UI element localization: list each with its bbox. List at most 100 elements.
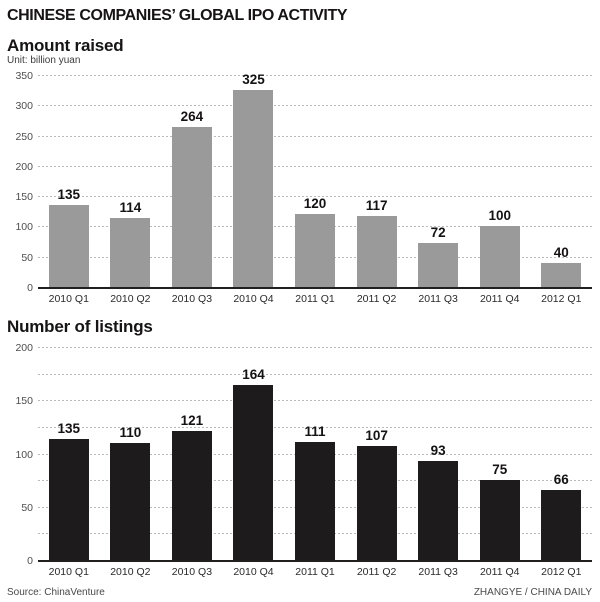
bar-value-label: 121	[180, 413, 204, 429]
y-tick-label: 350	[15, 70, 33, 82]
bar-value-label: 135	[57, 420, 81, 436]
bar-value-label: 110	[119, 424, 142, 440]
x-tick-label: 2010 Q3	[171, 566, 213, 578]
gridline	[38, 373, 592, 375]
x-tick-label: 2012 Q1	[541, 566, 582, 578]
bar-value-label: 72	[430, 225, 446, 241]
x-tick-label: 2011 Q2	[356, 566, 397, 578]
bar-2010-q4	[233, 385, 274, 560]
bar-slot: 114	[100, 75, 162, 287]
x-tick-label: 2010 Q3	[171, 293, 213, 305]
y-tick-label: 50	[21, 251, 33, 264]
x-axis-labels: 2010 Q1 2010 Q2 2010 Q3 2010 Q4 2011 Q1 2011 …	[38, 566, 592, 579]
bar-2011-q2	[356, 216, 397, 287]
bar-slot: 325	[223, 72, 285, 287]
y-tick-label: 0	[27, 555, 33, 567]
page-title: CHINESE COMPANIES’ GLOBAL IPO ACTIVITY	[7, 7, 348, 24]
bar-2011-q4	[479, 226, 520, 287]
plot-area: 135 114 264 325 120 117 72 100 40	[38, 72, 593, 289]
gridline	[38, 165, 592, 167]
x-tick-label: 2011 Q1	[295, 566, 335, 578]
bar-value-label: 40	[553, 244, 569, 260]
bar-slot: 120	[284, 75, 346, 287]
x-tick-label: 2010 Q1	[48, 293, 89, 305]
bar-value-label: 117	[365, 198, 388, 214]
bar-2012-q1	[541, 262, 582, 287]
bar-slot: 107	[346, 347, 408, 560]
bar-2011-q3	[418, 460, 459, 560]
bar-2011-q2	[356, 446, 397, 560]
y-tick-label: 150	[15, 395, 33, 408]
x-tick-label: 2010 Q4	[233, 566, 274, 578]
y-tick-label: 100	[15, 448, 33, 461]
bar-2010-q1	[48, 205, 89, 287]
gridline	[38, 196, 592, 198]
chart-title-number-of-listings: Number of listings	[7, 317, 153, 336]
bar-slot: 135	[38, 75, 100, 287]
bar-value-label: 120	[303, 196, 327, 212]
bar-value-label: 107	[365, 428, 388, 444]
bar-value-label: 111	[304, 423, 326, 439]
bar-2010-q2	[110, 217, 151, 287]
y-tick-label: 250	[15, 130, 33, 143]
bar-slot: 135	[38, 347, 100, 560]
bar-value-label: 135	[57, 187, 81, 203]
bar-2011-q1	[295, 214, 336, 287]
gridline	[38, 400, 592, 402]
x-tick-label: 2011 Q2	[356, 293, 397, 305]
bar-value-label: 325	[242, 72, 265, 88]
y-tick-label: 100	[15, 221, 33, 234]
y-tick-label: 200	[15, 342, 33, 354]
bar-value-label: 164	[242, 367, 265, 383]
bar-2011-q3	[418, 243, 459, 287]
x-tick-label: 2010 Q1	[48, 566, 89, 578]
unit-note: Unit: billion yuan	[7, 55, 81, 66]
gridline	[38, 347, 592, 348]
bar-slot: 111	[284, 347, 346, 560]
bar-slot: 117	[346, 75, 408, 287]
x-tick-label: 2011 Q1	[295, 293, 335, 305]
x-tick-label: 2010 Q2	[110, 293, 151, 305]
bar-slot: 40	[531, 75, 593, 287]
y-tick-label: 200	[15, 160, 33, 173]
bar-value-label: 100	[488, 208, 511, 224]
bar-slot: 164	[223, 347, 285, 560]
bar-slot: 75	[469, 347, 531, 560]
bar-2010-q2	[110, 442, 151, 560]
source-note: Source: ChinaVenture	[7, 587, 105, 598]
x-tick-label: 2011 Q3	[418, 566, 458, 578]
bar-value-label: 75	[492, 462, 508, 478]
bar-value-label: 114	[119, 199, 142, 215]
credit-note: ZHANGYE / CHINA DAILY	[473, 587, 592, 598]
gridline	[38, 135, 592, 137]
bar-value-label: 93	[430, 442, 446, 458]
plot-area: 135 110 121 164 111 107 93 75 66	[38, 347, 592, 562]
bar-slot: 93	[407, 347, 469, 560]
bar-2010-q3	[171, 127, 212, 287]
bar-value-label: 66	[553, 471, 569, 487]
y-tick-label: 150	[15, 191, 33, 204]
x-tick-label: 2011 Q3	[418, 293, 458, 305]
bar-2010-q1	[48, 438, 89, 560]
x-tick-label: 2011 Q4	[479, 293, 520, 305]
bar-slot: 110	[100, 347, 162, 560]
bar-2011-q4	[479, 480, 520, 560]
footer: Source: ChinaVenture ZHANGYE / CHINA DAI…	[7, 587, 592, 599]
bar-value-label: 264	[180, 109, 204, 125]
bar-2012-q1	[541, 489, 582, 560]
bar-slot: 121	[161, 347, 223, 560]
bar-2010-q4	[233, 90, 274, 287]
bar-chart-number-of-listings: 0 50 100 150 200 135 110 121 164 111 107 93 75 66 2010…	[7, 342, 592, 584]
gridline	[38, 105, 592, 107]
bar-2011-q1	[295, 441, 336, 560]
x-tick-label: 2010 Q4	[233, 293, 274, 305]
y-tick-label: 0	[27, 282, 33, 294]
x-tick-label: 2010 Q2	[110, 566, 151, 578]
bar-slot: 72	[407, 75, 469, 287]
gridline	[38, 426, 592, 428]
x-axis-labels: 2010 Q1 2010 Q2 2010 Q3 2010 Q4 2011 Q1 2011 …	[38, 293, 592, 306]
y-tick-label: 50	[21, 501, 33, 514]
bar-chart-amount-raised: 0 50 100 150 200 250 300 350 135 114 264 325 120 117 7…	[7, 70, 593, 311]
bar-slot: 66	[531, 347, 593, 560]
